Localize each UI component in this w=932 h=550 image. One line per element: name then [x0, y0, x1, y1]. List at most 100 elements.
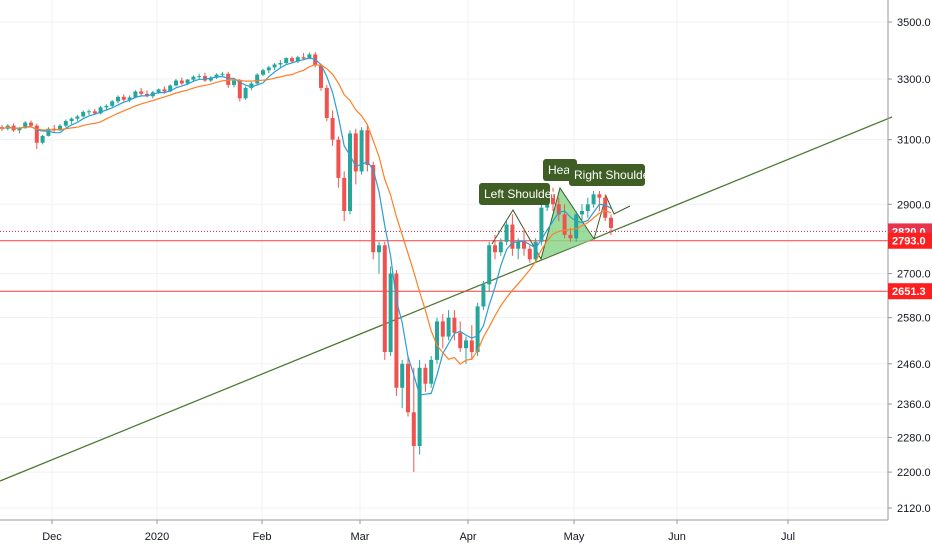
x-tick-label: Jul — [781, 531, 795, 543]
overlay-lines — [0, 116, 893, 482]
y-tick-label: 3100.0 — [897, 135, 931, 147]
candle-body — [92, 111, 97, 114]
candle-body — [69, 118, 74, 122]
candle-body — [533, 241, 538, 260]
candle-body — [104, 105, 109, 108]
candle-body — [139, 91, 144, 94]
candle-body — [301, 57, 306, 59]
candle-body — [475, 306, 480, 353]
candle-body — [295, 57, 300, 62]
y-tick-label: 2700.0 — [897, 269, 931, 281]
candle-body — [458, 332, 463, 349]
candle-body — [278, 63, 283, 65]
candle-body — [429, 359, 434, 384]
candle-body — [551, 194, 555, 205]
candle-body — [63, 121, 68, 126]
y-tick-label: 2120.0 — [897, 503, 931, 515]
candle-body — [179, 80, 184, 84]
head-and-shoulders-pattern — [491, 186, 631, 261]
candle-body — [75, 116, 80, 119]
candle-body — [568, 234, 573, 239]
candle-body — [388, 273, 393, 353]
candle-body — [539, 207, 544, 242]
pattern-label-box — [543, 159, 577, 181]
candle-body — [440, 321, 445, 337]
candle-body — [481, 284, 486, 307]
y-tick-label: 3300.0 — [897, 74, 931, 86]
candle-body — [243, 87, 248, 99]
candle-body — [17, 128, 22, 131]
x-tick-label: Feb — [253, 531, 272, 543]
candle-body — [609, 217, 613, 228]
candle-body — [40, 135, 45, 143]
candle-body — [290, 58, 294, 62]
candle-body — [580, 211, 584, 215]
candle-body — [29, 122, 33, 126]
trendline — [0, 116, 893, 482]
candle-body — [353, 133, 358, 172]
price-tag-label: 2651.3 — [892, 286, 926, 298]
candle-body — [597, 194, 602, 198]
y-tick-label: 3500.0 — [897, 17, 931, 29]
candle-body — [23, 122, 28, 129]
candle-body — [81, 111, 86, 117]
candle-body — [127, 97, 132, 100]
candle-body — [493, 245, 497, 253]
candle-body — [191, 76, 196, 80]
candle-body — [371, 164, 376, 253]
moving-averages — [1, 57, 612, 396]
candle-body — [585, 204, 590, 212]
candle-body — [516, 241, 521, 249]
candle-body — [411, 412, 416, 447]
candle-body — [365, 130, 370, 165]
candle-body — [46, 128, 51, 136]
y-tick-label: 2900.0 — [897, 199, 931, 211]
pattern-label: Hea — [548, 163, 570, 177]
ma-slow-line — [1, 64, 612, 365]
grid-lines — [0, 0, 888, 520]
y-tick-label: 2460.0 — [897, 359, 931, 371]
candle-body — [162, 89, 167, 92]
candle-body — [116, 96, 120, 102]
candle-body — [261, 70, 265, 75]
candlestick-series — [0, 52, 613, 473]
candle-body — [603, 197, 608, 218]
candle-body — [168, 85, 173, 92]
candle-body — [562, 214, 567, 235]
candle-body — [174, 80, 178, 86]
candle-body — [330, 117, 335, 140]
candle-body — [121, 96, 126, 100]
candle-body — [87, 111, 91, 113]
candle-body — [464, 340, 468, 349]
pattern-label-box — [479, 183, 550, 205]
candle-body — [406, 363, 410, 413]
pattern-label: Left Shoulder — [484, 187, 555, 201]
candle-body — [208, 77, 213, 81]
price-tag — [888, 283, 932, 300]
candle-body — [377, 245, 381, 253]
candle-body — [498, 241, 503, 253]
candle-body — [394, 273, 399, 388]
candle-body — [110, 101, 115, 106]
pattern-label-box — [569, 164, 645, 186]
candle-body — [272, 64, 277, 68]
candle-body — [574, 214, 579, 239]
candle-body — [417, 367, 422, 447]
y-tick-label: 2580.0 — [897, 313, 931, 325]
ma-fast-line — [1, 57, 612, 396]
candle-body — [400, 363, 405, 388]
candle-body — [226, 73, 231, 85]
candle-body — [504, 224, 509, 242]
candle-body — [527, 248, 532, 260]
candle-body — [522, 241, 526, 249]
candle-body — [348, 133, 352, 212]
candle-body — [284, 58, 289, 64]
candle-body — [34, 125, 39, 143]
candle-body — [156, 89, 161, 93]
x-tick-label: Apr — [459, 531, 476, 543]
candle-body — [359, 130, 364, 172]
candle-body — [214, 74, 219, 78]
candle-body — [487, 245, 492, 285]
